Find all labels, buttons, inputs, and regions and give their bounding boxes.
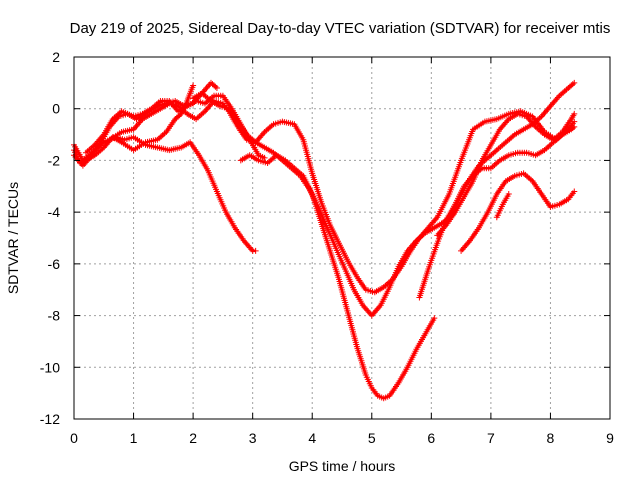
x-axis-label: GPS time / hours [289, 458, 396, 474]
y-axis-label: SDTVAR / TECUs [5, 182, 21, 294]
x-tick-label: 8 [547, 430, 555, 446]
data-point [569, 81, 576, 88]
y-tick-label: -6 [48, 256, 61, 272]
x-tick-label: 3 [249, 430, 257, 446]
y-tick-label: -4 [48, 204, 61, 220]
y-tick-label: 0 [52, 101, 60, 117]
x-tick-label: 5 [368, 430, 376, 446]
data-point [213, 85, 220, 92]
data-point [431, 315, 438, 322]
data-point [505, 191, 512, 198]
data-point [190, 82, 197, 89]
x-tick-label: 6 [427, 430, 435, 446]
ticks: 0 1 2 3 4 5 6 7 8 9 2 0 -2 -4 -6 -8 -10 -12 [40, 49, 614, 446]
x-tick-label: 4 [308, 430, 316, 446]
y-tick-label: -12 [40, 411, 60, 427]
grid [74, 57, 610, 419]
x-tick-label: 7 [487, 430, 495, 446]
x-tick-label: 9 [606, 430, 614, 446]
data-point [261, 154, 268, 161]
series-arc-9 [458, 170, 578, 254]
chart-title: Day 219 of 2025, Sidereal Day-to-day VTE… [70, 20, 611, 37]
series-group [71, 79, 578, 402]
x-tick-label: 0 [70, 430, 78, 446]
plot-frame [73, 56, 611, 420]
x-tick-label: 2 [189, 430, 197, 446]
y-tick-label: 2 [52, 49, 60, 65]
data-point [569, 125, 576, 132]
series-arc-11 [493, 191, 512, 221]
data-point [211, 82, 217, 89]
data-point [252, 247, 259, 254]
y-tick-label: -2 [48, 152, 61, 168]
data-point [571, 188, 578, 195]
y-tick-label: -10 [40, 359, 60, 375]
y-tick-label: -8 [48, 308, 61, 324]
data-point [571, 123, 578, 130]
data-point [571, 110, 578, 117]
data-point [571, 79, 578, 86]
data-point [571, 118, 578, 125]
x-tick-label: 1 [130, 430, 138, 446]
series-arc-10 [434, 110, 578, 239]
